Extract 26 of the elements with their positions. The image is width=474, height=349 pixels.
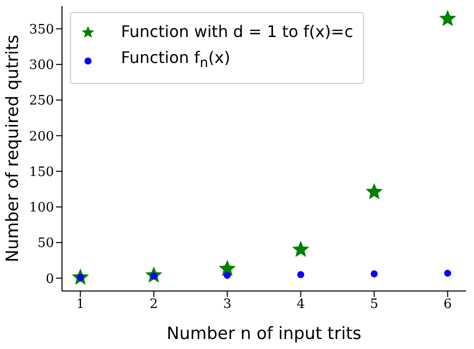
point [292,240,310,257]
y-tick-label: 0 [46,272,54,287]
y-tick-label: 250 [29,94,54,109]
y-tick-label: 200 [29,129,54,144]
point [444,270,452,277]
legend-label: Function with d = 1 to f(x)=c [121,21,354,43]
point [224,272,231,279]
x-tick-label: 3 [223,297,232,312]
x-tick-label: 6 [443,297,452,312]
x-tick-label: 4 [296,297,305,312]
point [370,270,378,278]
y-tick-label: 350 [29,22,54,38]
point [439,10,456,26]
point [218,260,236,276]
x-tick-label: 5 [370,297,378,312]
x-tick-label: 1 [76,297,85,312]
y-tick-label: 150 [29,164,54,180]
y-tick-label: 50 [37,236,54,252]
y-tick-label: 100 [29,200,54,216]
y-axis-title: Number of required qutrits [3,34,24,262]
point [297,271,304,278]
y-tick-label: 300 [29,58,54,74]
x-axis-title: Number n of input trits [166,324,362,344]
point [366,182,383,200]
x-tick-label: 2 [150,297,158,312]
legend-label: Function f$_{n}$(x) [121,47,230,74]
